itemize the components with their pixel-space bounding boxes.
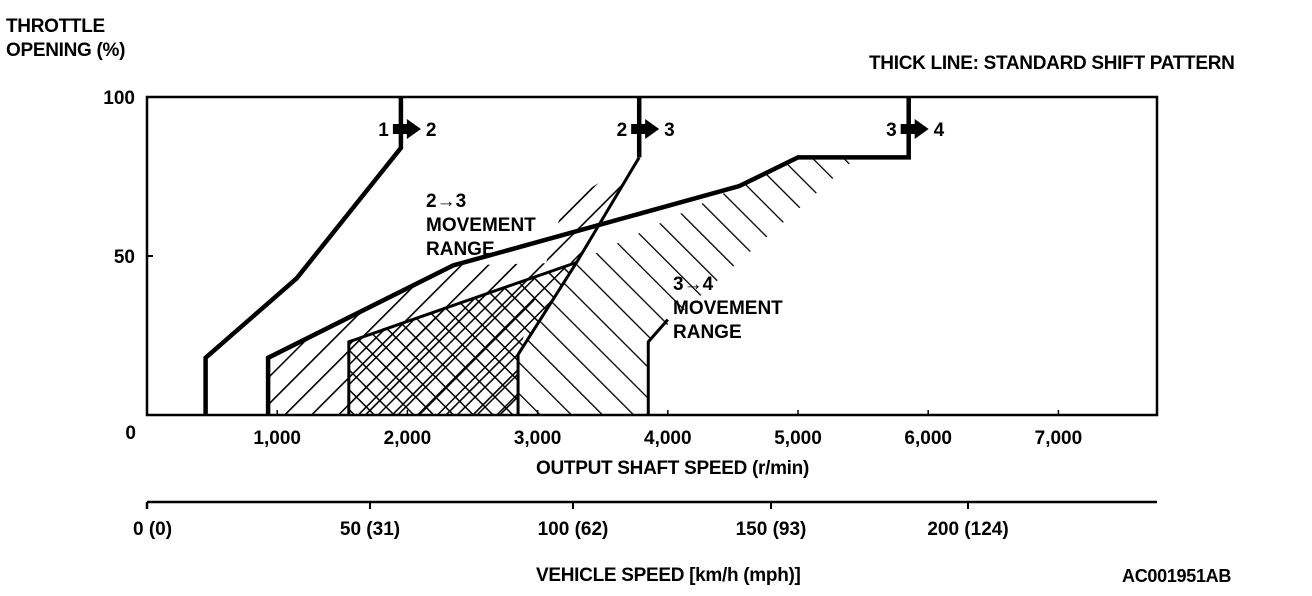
shift-arrow-icon	[392, 119, 421, 139]
chart-note: THICK LINE: STANDARD SHIFT PATTERN	[869, 53, 1235, 74]
x2-tick-label: 200 (124)	[927, 519, 1008, 540]
movement-range-label: RANGE	[673, 322, 742, 343]
region-boundary-line	[516, 156, 641, 415]
region-boundary-line	[646, 318, 669, 415]
x-tick-label: 1,000	[253, 428, 301, 449]
region-slash-hatch	[518, 157, 857, 415]
shift-arrow-icon	[900, 119, 929, 139]
shift-arrow-icon	[631, 119, 660, 139]
y-tick-label: 100	[103, 88, 135, 109]
shift-from-label: 2	[617, 120, 628, 141]
x-tick-label: 3,000	[514, 428, 562, 449]
movement-range-label: MOVEMENT	[673, 298, 783, 319]
x-tick-label: 7,000	[1035, 428, 1083, 449]
region-cross-hatch	[348, 262, 577, 415]
shift-from-label: 3	[886, 120, 897, 141]
movement-range-label: MOVEMENT	[426, 215, 536, 236]
x2-tick-label: 0 (0)	[133, 519, 172, 540]
x2-axis-title: VEHICLE SPEED [km/h (mph)]	[536, 565, 801, 586]
x2-tick-label: 100 (62)	[538, 519, 609, 540]
figure-id: AC001951AB	[1122, 566, 1232, 586]
x2-tick-label: 50 (31)	[340, 519, 400, 540]
shift-to-label: 2	[426, 120, 437, 141]
shift-to-label: 3	[664, 120, 675, 141]
y-tick-label: 50	[114, 247, 135, 268]
x-axis-title: OUTPUT SHAFT SPEED (r/min)	[536, 458, 809, 479]
x2-tick-label: 150 (93)	[736, 519, 807, 540]
x-tick-label: 6,000	[904, 428, 952, 449]
x-tick-label: 5,000	[774, 428, 822, 449]
region-boundary-line	[347, 260, 578, 415]
shift-to-label: 4	[934, 120, 945, 141]
y-tick-label: 0	[125, 423, 136, 444]
movement-range-label: RANGE	[426, 239, 495, 260]
shift-line-3-to-4	[265, 97, 911, 415]
shift-from-label: 1	[378, 120, 389, 141]
movement-range-label: 2→3	[426, 191, 466, 212]
movement-range-label: 3→4	[673, 274, 714, 295]
y-axis-title-line2: OPENING (%)	[6, 40, 126, 61]
x-tick-label: 4,000	[644, 428, 692, 449]
y-axis-title-line1: THROTTLE	[6, 16, 105, 37]
x-tick-label: 2,000	[384, 428, 432, 449]
